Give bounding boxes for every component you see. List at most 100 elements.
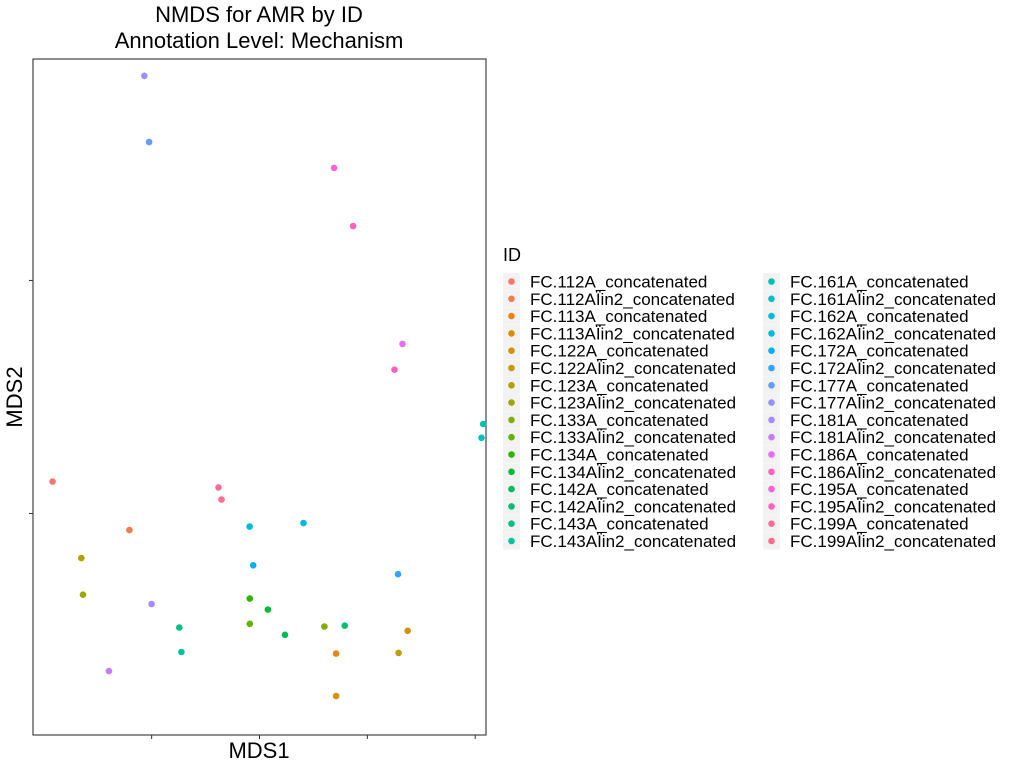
point-28-0	[330, 164, 338, 172]
legend-key-14	[508, 520, 515, 527]
point-20-0	[249, 562, 257, 569]
legend-label-10: FC.134A_concatenated	[530, 446, 709, 465]
legend-key-7	[508, 399, 515, 406]
legend-key-31	[768, 537, 775, 545]
point-1-0	[126, 526, 133, 534]
legend-key-12	[508, 485, 515, 493]
legend-label-2: FC.113A_concatenated	[530, 307, 707, 326]
point-21-0	[394, 570, 402, 578]
point-0-0	[49, 478, 56, 485]
legend-key-30	[768, 520, 775, 527]
legend-label-0: FC.112A_concatenated	[530, 273, 707, 292]
legend-key-1	[508, 295, 515, 303]
point-4-0	[404, 627, 412, 635]
legend-key-16	[768, 278, 775, 285]
point-17-0	[478, 434, 485, 442]
chart-subtitle: Annotation Level: Mechanism	[115, 28, 404, 53]
legend-label-28: FC.195A_concatenated	[790, 480, 969, 499]
legend-key-21	[768, 364, 775, 372]
legend-label-5: FC.122AÏin2_concatenated	[530, 359, 736, 378]
y-axis-title: MDS2	[2, 366, 27, 427]
point-2-0	[332, 650, 340, 657]
point-14-0	[176, 624, 183, 631]
legend-label-11: FC.134AÏin2_concatenated	[530, 463, 736, 482]
chart-title: NMDS for AMR by ID	[155, 2, 363, 27]
legend-label-16: FC.161A_concatenated	[790, 273, 969, 292]
legend-label-17: FC.161AÏin2_concatenated	[790, 290, 996, 309]
legend-label-14: FC.143A_concatenated	[530, 515, 709, 534]
x-axis-title: MDS1	[228, 738, 289, 763]
legend-label-9: FC.133AÏin2_concatenated	[530, 428, 736, 447]
legend-key-26	[768, 451, 775, 458]
legend-label-27: FC.186AÏin2_concatenated	[790, 463, 996, 482]
legend-key-22	[768, 382, 775, 389]
point-6-0	[78, 554, 85, 562]
legend-label-4: FC.122A_concatenated	[530, 342, 709, 361]
legend-key-8	[508, 416, 515, 424]
point-31-0	[218, 496, 225, 503]
legend-label-31: FC.199AÏin2_concatenated	[790, 532, 996, 551]
legend-key-4	[508, 347, 515, 355]
point-30-0	[215, 484, 222, 491]
point-8-0	[321, 623, 328, 630]
point-12-0	[281, 631, 289, 639]
legend-title: ID	[503, 245, 521, 265]
scatter-points	[49, 72, 487, 700]
legend-label-29: FC.195AÏin2_concatenated	[790, 497, 996, 516]
point-22-0	[145, 138, 153, 146]
legend-key-9	[508, 433, 515, 441]
point-19-0	[300, 519, 307, 527]
legend-key-10	[508, 451, 515, 458]
legend-key-5	[508, 364, 515, 372]
legend-label-3: FC.113AÏin2_concatenated	[530, 324, 735, 343]
legend-key-29	[768, 503, 775, 510]
legend-label-18: FC.162A_concatenated	[790, 307, 969, 326]
plot-panel	[32, 58, 487, 736]
legend-key-0	[508, 278, 515, 285]
legend-label-19: FC.162AÏin2_concatenated	[790, 324, 996, 343]
point-15-0	[178, 648, 185, 656]
legend-label-20: FC.172A_concatenated	[790, 342, 969, 361]
legend-key-28	[768, 485, 775, 493]
point-18-0	[246, 523, 253, 530]
legend-label-25: FC.181AÏin2_concatenated	[790, 428, 996, 447]
legend-key-18	[768, 312, 775, 320]
legend-label-21: FC.172AÏin2_concatenated	[790, 359, 996, 378]
legend-key-19	[768, 330, 775, 337]
legend-key-27	[768, 468, 775, 476]
legend-label-23: FC.177AÏin2_concatenated	[790, 394, 996, 413]
legend-label-8: FC.133A_concatenated	[530, 411, 709, 430]
legend-key-2	[508, 312, 515, 320]
point-26-0	[399, 340, 406, 348]
legend-key-15	[508, 537, 515, 545]
point-5-0	[395, 649, 402, 657]
point-29-0	[349, 222, 357, 230]
axis-ticks	[29, 279, 476, 739]
point-25-0	[105, 667, 113, 675]
point-3-0	[332, 692, 340, 700]
point-7-0	[79, 591, 87, 598]
legend-key-20	[768, 347, 775, 355]
legend-key-25	[768, 433, 775, 441]
legend-label-30: FC.199A_concatenated	[790, 515, 969, 534]
point-23-0	[141, 72, 148, 80]
legend-label-1: FC.112AÏin2_concatenated	[530, 290, 735, 309]
legend-key-23	[768, 399, 775, 406]
legend: ID FC.112A_concatenatedFC.112AÏin2_conca…	[503, 245, 996, 551]
point-10-0	[246, 595, 254, 602]
legend-label-22: FC.177A_concatenated	[790, 376, 969, 395]
legend-label-12: FC.142A_concatenated	[530, 480, 709, 499]
point-9-0	[246, 620, 254, 628]
legend-key-11	[508, 468, 515, 476]
point-16-0	[479, 420, 487, 428]
legend-label-7: FC.123AÏin2_concatenated	[530, 394, 736, 413]
legend-label-15: FC.143AÏin2_concatenated	[530, 532, 736, 551]
point-27-0	[391, 366, 398, 374]
point-24-0	[148, 600, 155, 608]
legend-label-24: FC.181A_concatenated	[790, 411, 969, 430]
legend-key-24	[768, 416, 775, 424]
legend-label-26: FC.186A_concatenated	[790, 446, 969, 465]
legend-label-6: FC.123A_concatenated	[530, 376, 709, 395]
legend-key-6	[508, 382, 515, 389]
